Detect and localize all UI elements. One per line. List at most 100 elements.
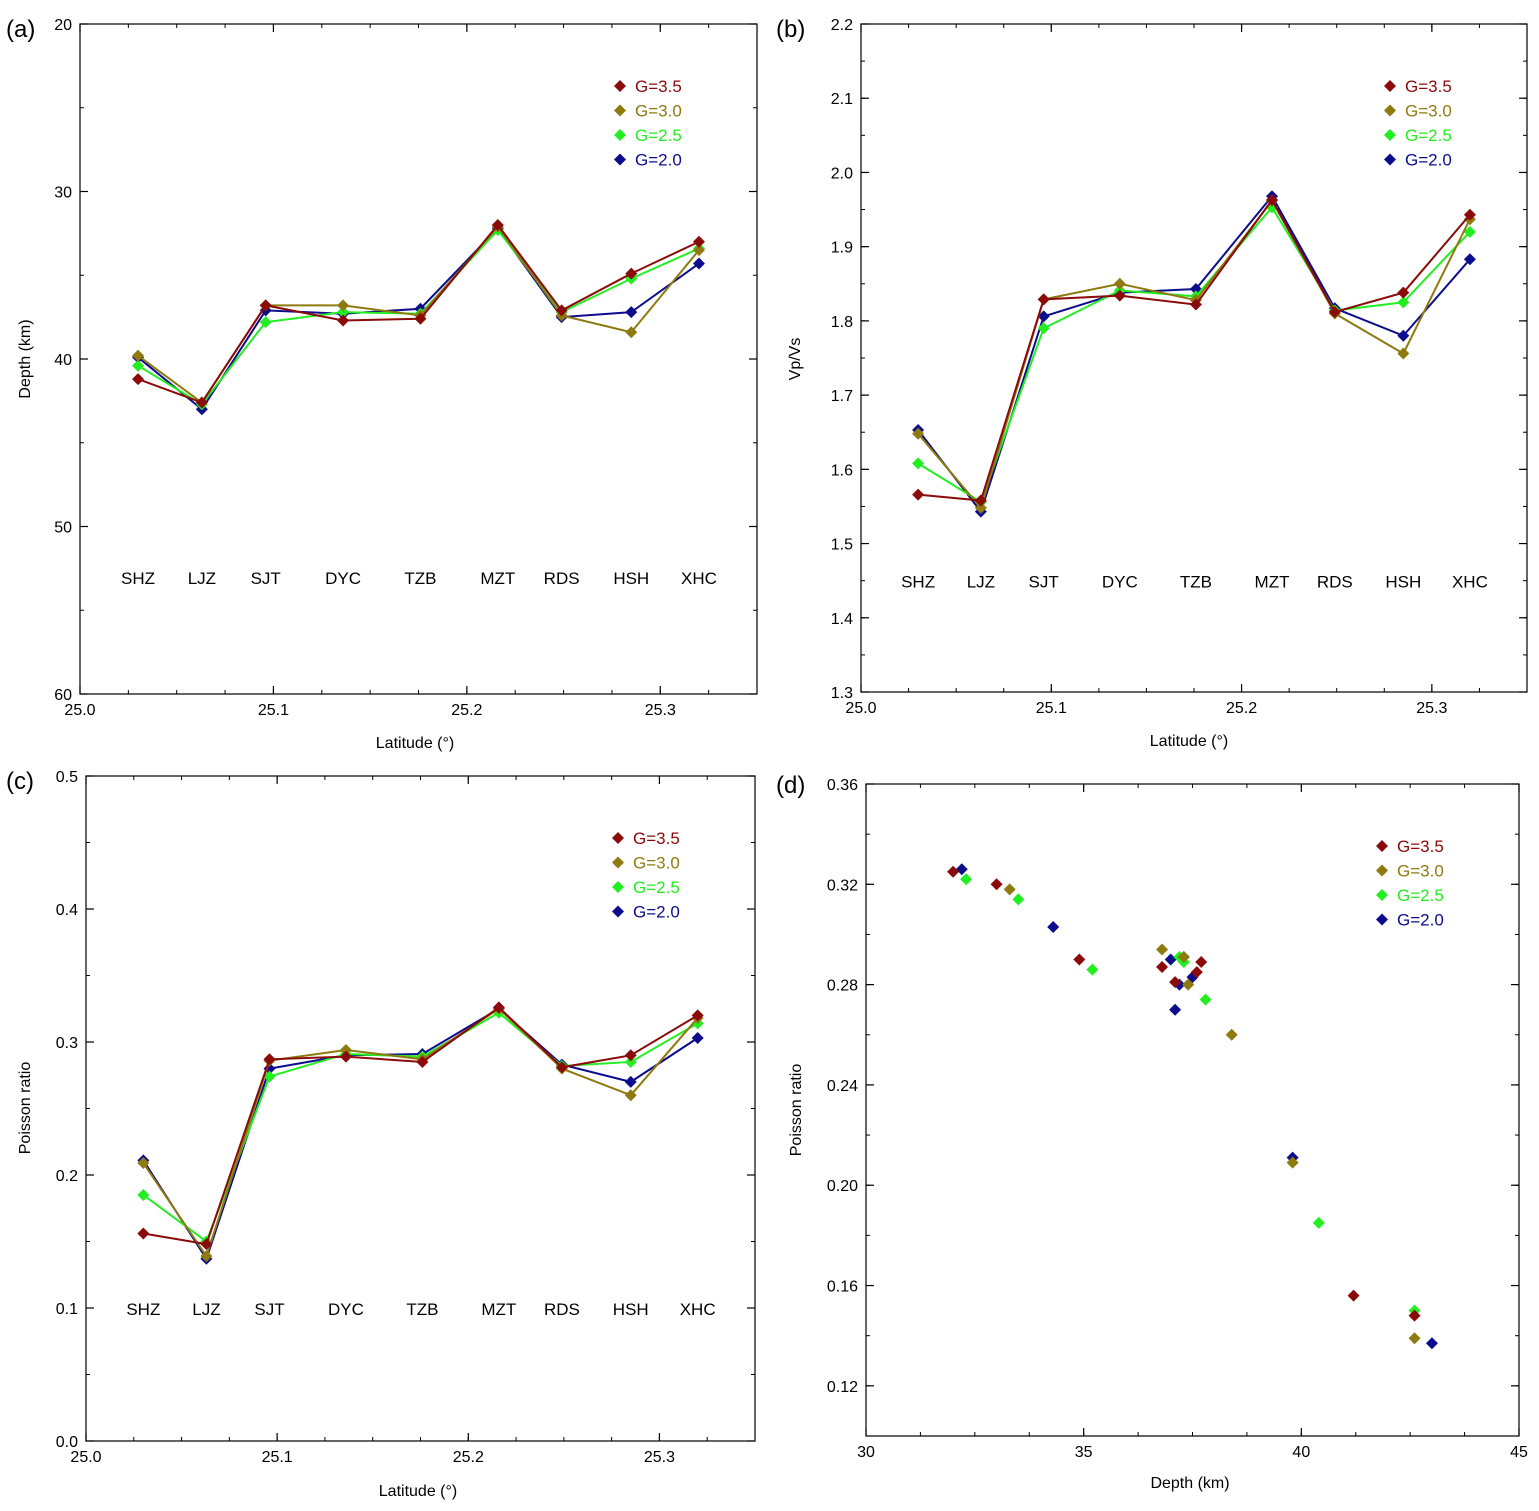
station-label-tzb: TZB xyxy=(406,1300,438,1319)
legend-label: G=3.0 xyxy=(1397,862,1444,881)
data-point xyxy=(1037,293,1050,306)
station-label-ljz: LJZ xyxy=(192,1300,220,1319)
series-G-3_5 xyxy=(947,865,1421,1322)
series-G-3_5 xyxy=(912,193,1476,507)
data-point xyxy=(625,306,638,319)
x-axis-title: Latitude (°) xyxy=(1150,733,1228,750)
data-point xyxy=(416,1055,429,1068)
data-point xyxy=(692,244,705,257)
data-point xyxy=(491,219,504,231)
legend-marker xyxy=(1376,889,1388,901)
data-point xyxy=(1463,208,1476,221)
station-label-tzb: TZB xyxy=(1180,573,1212,592)
x-tick-label: 25.0 xyxy=(845,700,876,717)
data-point xyxy=(1397,286,1410,299)
x-axis-title: Latitude (°) xyxy=(376,735,454,752)
legend-marker xyxy=(612,881,624,893)
x-tick-label: 25.2 xyxy=(453,1449,484,1466)
station-label-sjt: SJT xyxy=(251,569,281,588)
legend-label: G=2.5 xyxy=(635,126,682,145)
station-label-sjt: SJT xyxy=(1029,573,1059,592)
data-point xyxy=(1177,951,1190,964)
legend-label: G=2.5 xyxy=(1397,886,1444,905)
station-label-rds: RDS xyxy=(1317,573,1353,592)
data-point xyxy=(132,359,145,372)
data-point xyxy=(263,1070,276,1083)
data-point xyxy=(974,501,987,514)
x-axis-title: Latitude (°) xyxy=(379,1483,457,1500)
x-tick-label: 25.3 xyxy=(645,702,676,719)
y-tick-label: 60 xyxy=(54,687,72,704)
data-point xyxy=(1408,1309,1421,1322)
data-point xyxy=(1312,1216,1325,1229)
legend-label: G=3.5 xyxy=(633,829,680,848)
legend-label: G=3.5 xyxy=(1405,77,1452,96)
legend-marker xyxy=(1376,913,1388,926)
y-tick-label: 0.1 xyxy=(56,1301,78,1318)
data-point xyxy=(1037,322,1050,335)
legend-marker xyxy=(1384,80,1396,92)
legend-label: G=3.5 xyxy=(635,77,682,96)
data-point xyxy=(1169,976,1182,989)
x-tick-label: 25.0 xyxy=(64,702,95,719)
legend-marker xyxy=(614,80,626,92)
data-point xyxy=(263,1053,276,1066)
legend-marker xyxy=(612,905,624,918)
legend-label: G=2.0 xyxy=(635,151,682,170)
legend-marker xyxy=(614,104,626,117)
station-label-ljz: LJZ xyxy=(188,569,216,588)
data-point xyxy=(1347,1289,1360,1302)
data-point xyxy=(337,314,350,327)
data-point xyxy=(337,306,350,319)
data-point xyxy=(912,457,925,470)
station-label-ljz: LJZ xyxy=(967,573,995,592)
x-tick-label: 25.1 xyxy=(258,702,289,719)
station-label-xhc: XHC xyxy=(680,1300,716,1319)
data-point xyxy=(974,494,987,507)
data-point xyxy=(1047,920,1060,933)
data-point xyxy=(200,1238,213,1251)
data-point xyxy=(1190,966,1203,979)
data-point xyxy=(691,1032,704,1045)
panel-label: (b) xyxy=(776,16,805,43)
data-point xyxy=(960,873,973,886)
x-tick-label: 30 xyxy=(857,1444,875,1461)
y-tick-label: 0.32 xyxy=(827,877,858,894)
x-tick-label: 25.2 xyxy=(1226,700,1257,717)
legend-marker xyxy=(1384,129,1396,141)
station-label-sjt: SJT xyxy=(254,1300,284,1319)
data-point xyxy=(1012,893,1025,906)
legend-marker xyxy=(612,832,624,844)
y-tick-label: 1.8 xyxy=(831,314,853,331)
y-tick-label: 0.0 xyxy=(56,1434,78,1451)
y-axis-title: Depth (km) xyxy=(17,319,34,398)
series-G-3_0 xyxy=(1003,883,1421,1345)
y-axis-title: Vp/Vs xyxy=(787,338,804,381)
data-point xyxy=(1425,1337,1438,1350)
legend-label: G=3.0 xyxy=(635,102,682,121)
legend-marker xyxy=(612,856,624,869)
data-point xyxy=(1073,953,1086,966)
station-label-dyc: DYC xyxy=(328,1300,364,1319)
x-axis-title: Depth (km) xyxy=(1150,1475,1229,1492)
y-tick-label: 0.28 xyxy=(827,978,858,995)
station-label-shz: SHZ xyxy=(126,1300,160,1319)
data-point xyxy=(137,1157,150,1170)
station-label-dyc: DYC xyxy=(1102,573,1138,592)
data-point xyxy=(259,316,272,329)
data-point xyxy=(1225,1028,1238,1041)
x-tick-label: 40 xyxy=(1292,1444,1310,1461)
data-point xyxy=(1286,1156,1299,1169)
data-point xyxy=(1463,225,1476,238)
data-point xyxy=(1182,978,1195,991)
station-label-tzb: TZB xyxy=(404,569,436,588)
data-point xyxy=(1328,305,1341,318)
data-point xyxy=(1463,253,1476,266)
legend-marker xyxy=(1384,153,1396,166)
y-tick-label: 30 xyxy=(54,185,72,202)
data-point xyxy=(132,349,145,362)
data-point xyxy=(624,1049,637,1062)
data-point xyxy=(132,373,145,386)
station-label-shz: SHZ xyxy=(901,573,935,592)
data-point xyxy=(414,312,427,325)
